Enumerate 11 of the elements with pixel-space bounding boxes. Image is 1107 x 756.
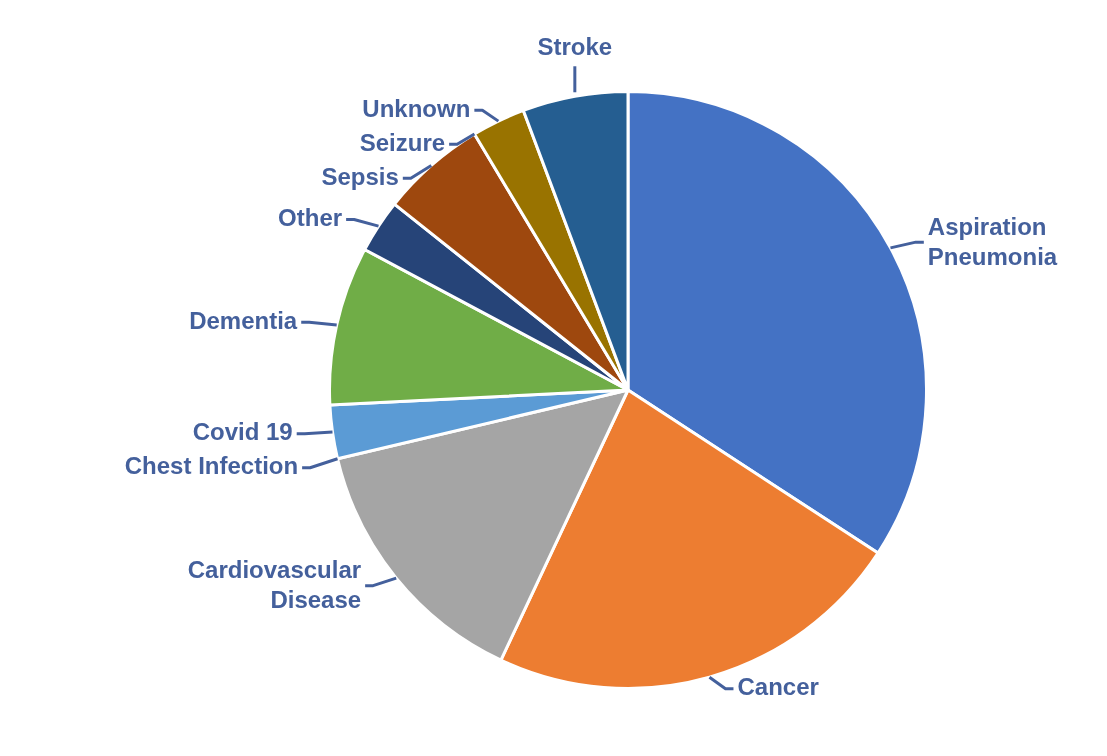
slice-label: Dementia <box>189 306 298 334</box>
slice-label: Aspiration Pneumonia <box>927 212 1058 270</box>
slice-label: Other <box>278 204 343 232</box>
legend-label: Chest Infection <box>124 452 299 480</box>
slice-label: Covid 19 <box>192 418 293 446</box>
slice-label: Cancer <box>737 673 819 701</box>
slice-label: Unknown <box>362 94 471 122</box>
slice-label: Cardiovascular Disease <box>187 556 362 614</box>
slice-label: Sepsis <box>321 162 399 190</box>
slice-label: Stroke <box>537 32 613 60</box>
legend-label: Seizure <box>359 128 446 156</box>
